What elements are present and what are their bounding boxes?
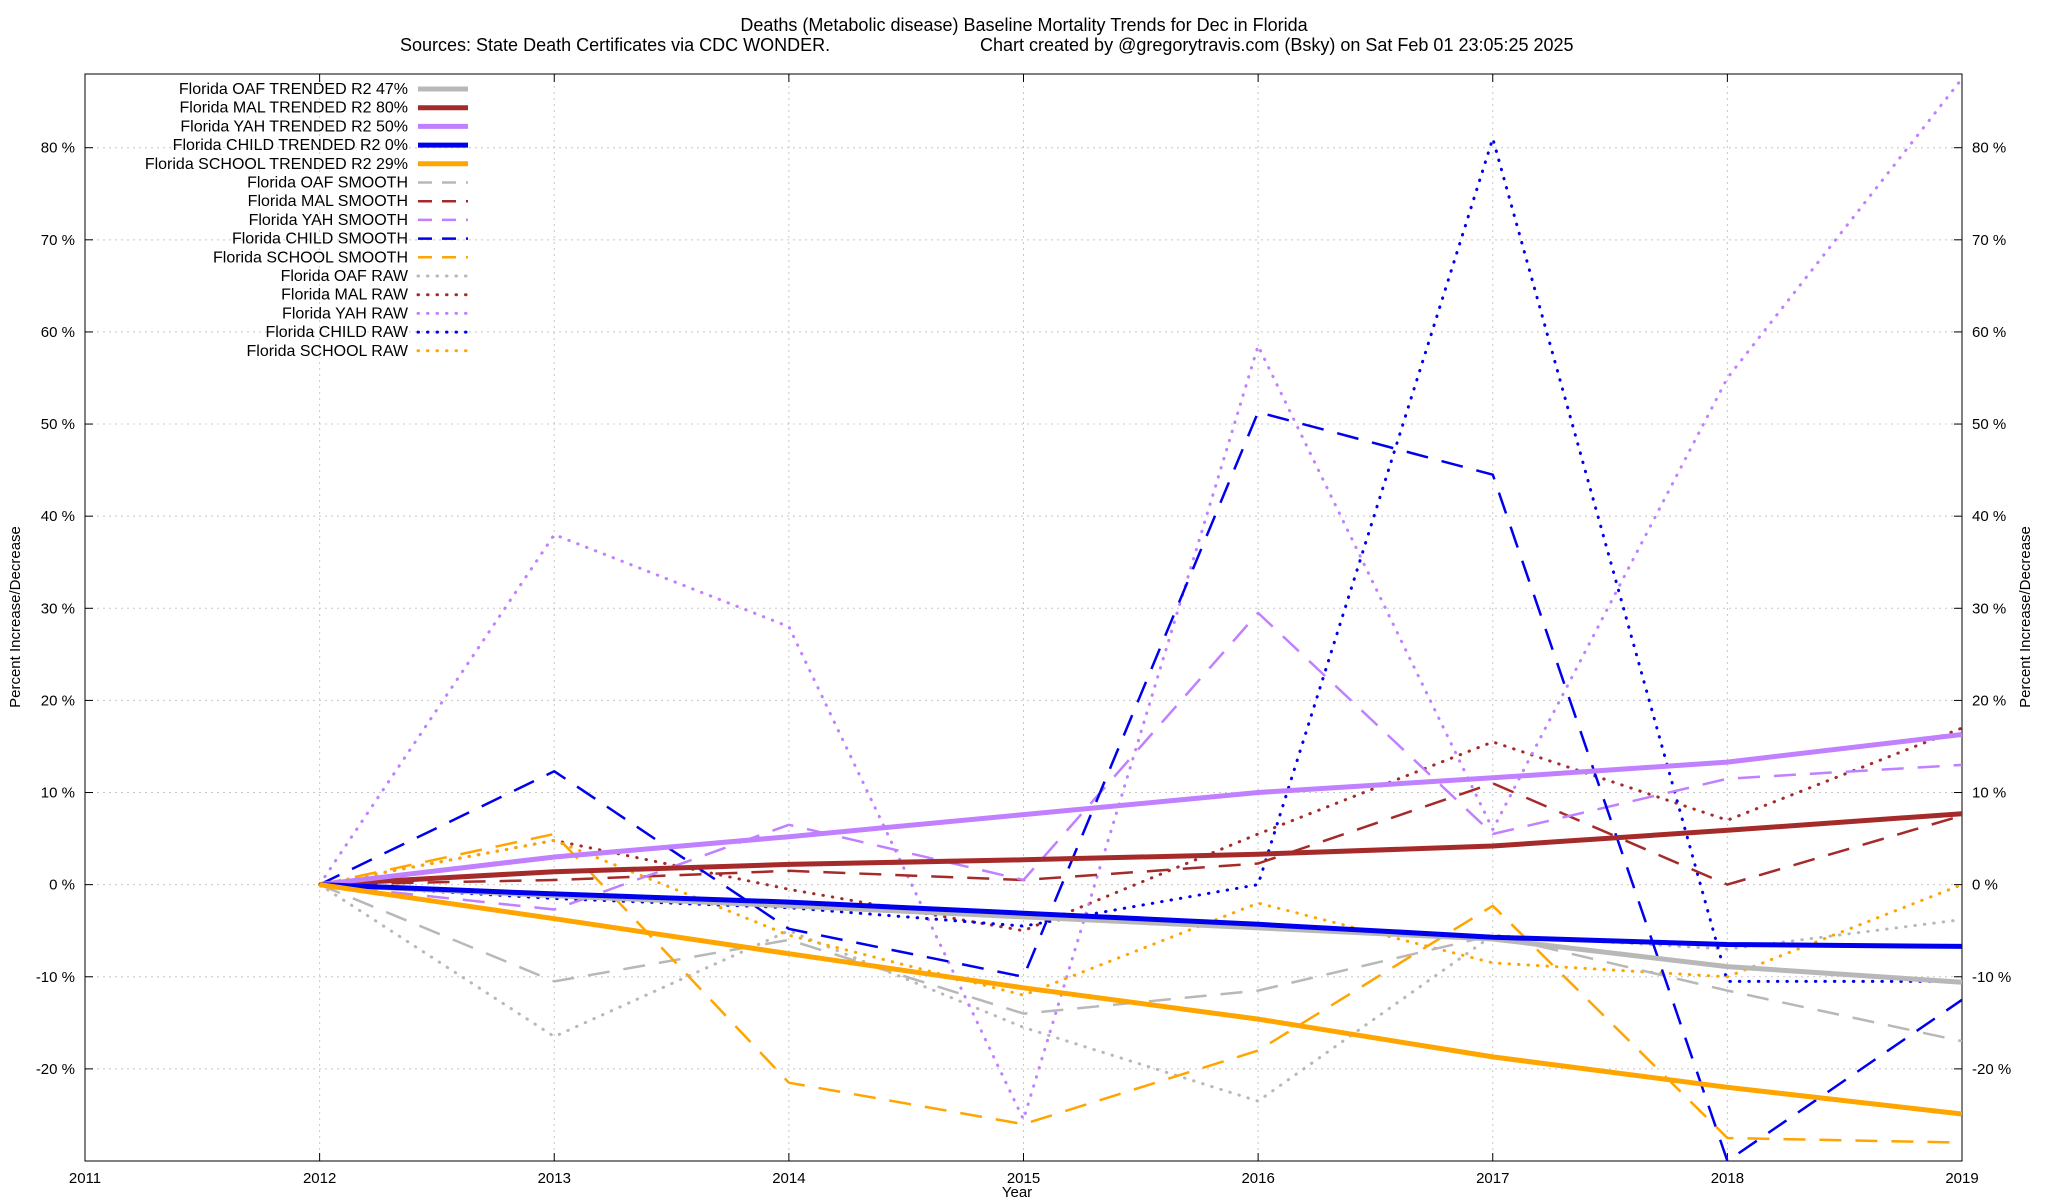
legend-entry-label: Florida OAF TRENDED R2 47%	[179, 81, 408, 98]
series-line-3	[319, 882, 1962, 949]
y-tick-label-right: 0 %	[1972, 877, 1998, 894]
y-tick-label-left: 70 %	[41, 232, 75, 249]
y-tick-label-left: -10 %	[36, 969, 75, 986]
y-tick-label-left: -20 %	[36, 1061, 75, 1078]
y-tick-label-right: 50 %	[1972, 416, 2006, 433]
y-tick-label-right: 80 %	[1972, 140, 2006, 157]
legend-entry-label: Florida YAH RAW	[282, 305, 409, 322]
y-axis-label-left: Percent Increase/Decrease	[7, 526, 24, 708]
legend-entry-label: Florida MAL SMOOTH	[248, 193, 408, 210]
y-tick-label-right: -10 %	[1972, 969, 2011, 986]
series-line-12	[318, 77, 1962, 1121]
y-tick-label-left: 30 %	[41, 600, 75, 617]
series-line-13	[318, 137, 1962, 983]
x-tick-label: 2017	[1476, 1170, 1509, 1187]
x-tick-label: 2016	[1241, 1170, 1274, 1187]
legend-entry-label: Florida OAF RAW	[281, 268, 409, 285]
legend-entry-label: Florida OAF SMOOTH	[247, 175, 408, 192]
y-tick-label-right: 60 %	[1972, 324, 2006, 341]
x-tick-label: 2015	[1007, 1170, 1040, 1187]
series-line-14	[318, 838, 1962, 997]
legend-entry-label: Florida MAL RAW	[281, 287, 409, 304]
chart-subtitle-left: Sources: State Death Certificates via CD…	[400, 35, 830, 55]
series-lines	[318, 77, 1962, 1161]
y-tick-label-left: 50 %	[41, 416, 75, 433]
series-line-4	[319, 882, 1962, 1117]
x-tick-label: 2019	[1945, 1170, 1978, 1187]
series-line-9	[319, 832, 1962, 1144]
y-tick-label-left: 40 %	[41, 508, 75, 525]
series-line-10	[318, 883, 1962, 1103]
grid-lines	[84, 74, 1963, 1161]
legend-entry-label: Florida YAH TRENDED R2 50%	[180, 118, 408, 135]
legend-entry-label: Florida CHILD TRENDED R2 0%	[173, 137, 408, 154]
series-line-6	[319, 782, 1962, 886]
legend-entry-label: Florida CHILD SMOOTH	[232, 231, 408, 248]
legend: Florida OAF TRENDED R2 47% Florida MAL TR…	[145, 81, 470, 360]
legend-entry-label: Florida SCHOOL RAW	[246, 343, 408, 360]
legend-entry-label: Florida SCHOOL TRENDED R2 29%	[145, 156, 408, 173]
series-line-2	[319, 732, 1962, 888]
series-line-1	[319, 811, 1962, 888]
chart-title: Deaths (Metabolic disease) Baseline Mort…	[740, 15, 1308, 35]
y-tick-label-left: 10 %	[41, 785, 75, 802]
legend-entry-label: Florida SCHOOL SMOOTH	[213, 249, 408, 266]
chart-subtitle-right: Chart created by @gregorytravis.com (Bsk…	[980, 35, 1574, 55]
y-tick-label-right: 40 %	[1972, 508, 2006, 525]
axis-ticks: 2011 2012 2013 2014 2015 2016 2017 2018 2019 80 %…	[36, 74, 2011, 1187]
y-tick-label-right: 70 %	[1972, 232, 2006, 249]
legend-entry-label: Florida CHILD RAW	[265, 324, 408, 341]
x-tick-label: 2012	[303, 1170, 336, 1187]
y-tick-label-right: 20 %	[1972, 692, 2006, 709]
series-line-5	[319, 883, 1962, 1043]
legend-entry-label: Florida MAL TRENDED R2 80%	[179, 100, 408, 117]
legend-entry-label: Florida YAH SMOOTH	[249, 212, 408, 229]
y-tick-label-left: 0 %	[49, 877, 75, 894]
series-line-7	[319, 611, 1962, 911]
y-tick-label-left: 20 %	[41, 692, 75, 709]
x-tick-label: 2013	[538, 1170, 571, 1187]
x-tick-label: 2014	[772, 1170, 805, 1187]
x-tick-label: 2018	[1711, 1170, 1744, 1187]
x-tick-label: 2011	[69, 1170, 101, 1187]
y-axis-label-right: Percent Increase/Decrease	[2017, 526, 2034, 708]
y-tick-label-right: -20 %	[1972, 1061, 2011, 1078]
series-line-8	[319, 410, 1962, 1161]
y-tick-label-right: 10 %	[1972, 785, 2006, 802]
y-tick-label-left: 80 %	[41, 140, 75, 157]
y-tick-label-right: 30 %	[1972, 600, 2006, 617]
y-tick-label-left: 60 %	[41, 324, 75, 341]
x-axis-label: Year	[1002, 1184, 1032, 1200]
